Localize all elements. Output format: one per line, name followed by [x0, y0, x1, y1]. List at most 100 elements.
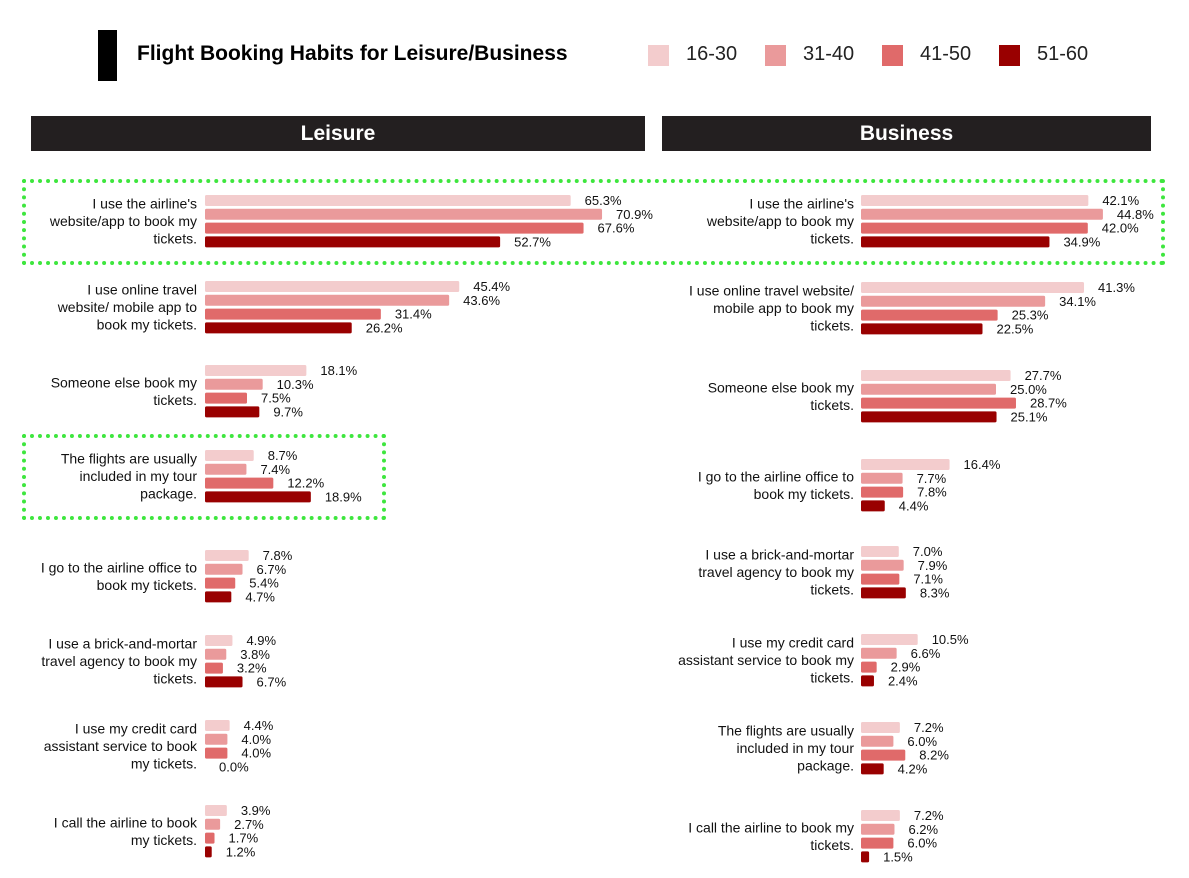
- bar-41-50: [205, 662, 223, 674]
- data-label: 7.2%: [914, 808, 944, 823]
- bar-16-30: [861, 282, 1085, 293]
- category-label: I use a brick-and-mortar: [705, 547, 854, 563]
- data-label: 41.3%: [1098, 280, 1135, 295]
- category-label: I use the airline's: [92, 196, 197, 212]
- category-label: included in my tour: [79, 468, 197, 484]
- data-label: 9.7%: [273, 404, 303, 419]
- data-label: 4.4%: [244, 718, 274, 733]
- category-label: The flights are usually: [61, 451, 197, 467]
- category-label: book my tickets.: [97, 577, 197, 593]
- data-label: 6.7%: [257, 674, 287, 689]
- bar-41-50: [861, 573, 900, 585]
- data-label: 3.2%: [237, 661, 267, 676]
- bar-16-30: [861, 634, 918, 645]
- legend-swatch: [882, 45, 903, 66]
- category-label: assistant service to book my: [678, 652, 854, 668]
- category-label: I use the airline's: [749, 196, 854, 212]
- bar-group: Someone else book my tickets. 27.7%25.0%28…: [708, 368, 1068, 424]
- category-label: my tickets.: [131, 832, 197, 848]
- legend-swatch: [648, 45, 669, 66]
- data-label: 25.3%: [1012, 308, 1049, 323]
- bar-31-40: [205, 648, 227, 660]
- highlight-box: [22, 434, 386, 520]
- bar-31-40: [861, 208, 1103, 220]
- bar-31-40: [205, 463, 247, 475]
- category-label: mobile app to book my: [713, 300, 854, 316]
- data-label: 3.8%: [240, 647, 270, 662]
- category-label: tickets.: [810, 837, 854, 853]
- bar-41-50: [205, 832, 215, 844]
- data-label: 31.4%: [395, 307, 432, 322]
- data-label: 25.1%: [1011, 409, 1048, 424]
- category-label: included in my tour: [736, 740, 854, 756]
- bar-16-30: [205, 550, 249, 561]
- legend-swatch: [765, 45, 786, 66]
- data-label: 7.8%: [917, 485, 947, 500]
- data-label: 2.9%: [891, 660, 921, 675]
- legend-swatch: [999, 45, 1020, 66]
- title-accent-bar: [98, 30, 117, 81]
- data-label: 7.7%: [917, 471, 947, 486]
- data-label: 4.0%: [241, 732, 271, 747]
- category-label: assistant service to book: [44, 738, 198, 754]
- data-label: 0.0%: [219, 759, 249, 774]
- bar-group: I use online travel website/mobile app t…: [689, 280, 1135, 336]
- data-label: 4.2%: [898, 761, 928, 776]
- data-label: 3.9%: [241, 803, 271, 818]
- bar-31-40: [861, 823, 895, 835]
- bar-31-40: [205, 208, 603, 220]
- category-label: website/app to book my: [706, 213, 854, 229]
- category-label: I go to the airline office to: [41, 559, 197, 575]
- data-label: 5.4%: [249, 576, 279, 591]
- bar-41-50: [205, 747, 228, 759]
- bar-41-50: [861, 397, 1016, 409]
- legend-label: 16-30: [686, 43, 738, 65]
- bar-41-50: [861, 661, 877, 673]
- bar-16-30: [205, 450, 254, 461]
- category-label: package.: [797, 758, 854, 774]
- bar-41-50: [861, 749, 906, 761]
- bar-41-50: [205, 308, 381, 320]
- bar-16-30: [205, 805, 227, 816]
- data-label: 8.7%: [268, 448, 298, 463]
- bar-41-50: [861, 222, 1088, 234]
- data-label: 34.1%: [1059, 294, 1096, 309]
- bar-16-30: [205, 720, 230, 731]
- category-label: I use online travel website/: [689, 283, 854, 299]
- bar-31-40: [861, 295, 1046, 307]
- category-label: The flights are usually: [718, 723, 854, 739]
- data-label: 6.0%: [907, 836, 937, 851]
- bar-41-50: [861, 486, 904, 498]
- bar-51-60: [205, 236, 501, 248]
- bar-16-30: [861, 722, 900, 733]
- bar-51-60: [205, 591, 232, 603]
- bar-51-60: [861, 851, 870, 863]
- bar-41-50: [205, 222, 584, 234]
- bar-31-40: [205, 818, 221, 830]
- bar-51-60: [861, 323, 983, 335]
- panel-header-leisure: Leisure: [31, 116, 645, 151]
- data-label: 28.7%: [1030, 396, 1067, 411]
- panel-header-business: Business: [662, 116, 1151, 151]
- category-label: travel agency to book my: [41, 653, 197, 669]
- data-label: 7.9%: [918, 558, 948, 573]
- bar-51-60: [861, 411, 997, 423]
- bar-41-50: [205, 392, 247, 404]
- data-label: 65.3%: [585, 193, 622, 208]
- data-label: 44.8%: [1117, 207, 1154, 222]
- category-label: tickets.: [153, 231, 197, 247]
- bar-51-60: [861, 587, 906, 599]
- data-label: 7.2%: [914, 720, 944, 735]
- bar-31-40: [205, 294, 450, 306]
- data-label: 10.5%: [932, 632, 969, 647]
- bar-31-40: [205, 563, 243, 575]
- bar-31-40: [861, 472, 903, 484]
- data-label: 10.3%: [277, 377, 314, 392]
